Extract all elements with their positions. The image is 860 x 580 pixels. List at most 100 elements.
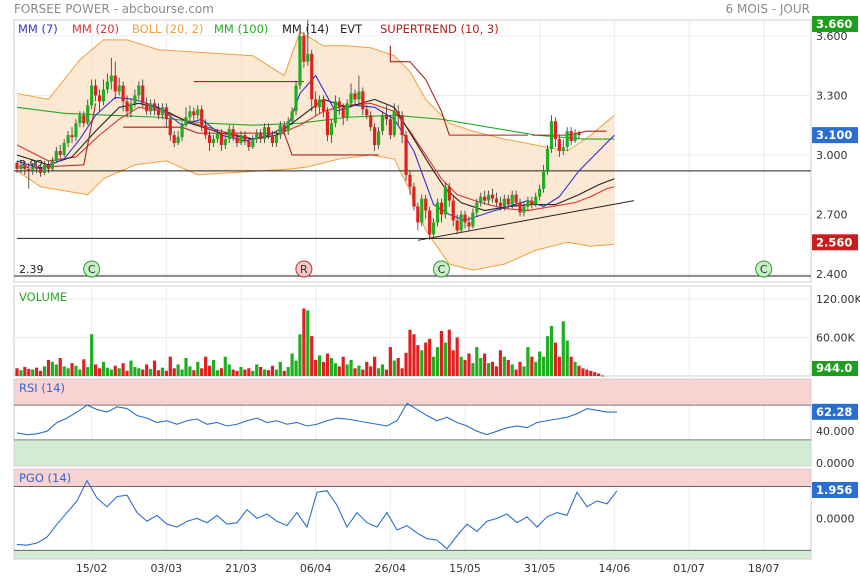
- candle-body: [255, 133, 259, 140]
- volume-bar: [176, 364, 180, 376]
- volume-bar: [86, 367, 90, 376]
- candle-body: [176, 137, 180, 144]
- candle-body: [239, 135, 243, 144]
- event-marker-label: C: [438, 263, 446, 276]
- volume-tick-label: 120.00K: [816, 293, 860, 306]
- candle-body: [149, 103, 153, 112]
- event-marker: [432, 260, 450, 278]
- x-tick-label: 21/03: [225, 562, 257, 575]
- volume-bar: [255, 364, 259, 376]
- volume-bar: [506, 359, 510, 376]
- volume-bar: [219, 368, 223, 376]
- candle-body: [121, 85, 125, 102]
- volume-bar: [593, 372, 597, 376]
- volume-bar: [90, 334, 94, 376]
- candle-body: [125, 101, 129, 112]
- price-badge-label: 3.660: [816, 17, 852, 31]
- candle-body: [365, 109, 369, 116]
- volume-bar: [192, 370, 196, 376]
- volume-bar: [38, 370, 43, 376]
- volume-bar: [376, 368, 381, 376]
- candle-body: [23, 164, 27, 169]
- candle-body: [349, 93, 353, 104]
- volume-bar: [557, 356, 561, 376]
- candle-body: [380, 115, 385, 132]
- volume-bar: [459, 356, 463, 376]
- candle-body: [431, 222, 436, 235]
- candle-body: [74, 123, 78, 138]
- candle-body: [329, 123, 333, 136]
- volume-badge-label: 944.0: [816, 361, 852, 375]
- candle-body: [266, 127, 271, 136]
- candle-body: [420, 198, 424, 223]
- volume-bar: [494, 366, 499, 376]
- candle-body: [243, 135, 247, 142]
- volume-bar: [451, 350, 455, 376]
- x-tick-label: 18/07: [748, 562, 780, 575]
- volume-bar: [27, 368, 31, 376]
- x-tick-label: 15/02: [76, 562, 108, 575]
- volume-bar: [196, 361, 200, 376]
- candle-body: [204, 125, 208, 136]
- candle-body: [522, 206, 526, 213]
- volume-bar: [270, 365, 275, 376]
- candle-body: [353, 93, 357, 100]
- candle-body: [337, 101, 341, 108]
- volume-bar: [164, 370, 168, 376]
- period-label: 6 MOIS - JOUR: [725, 2, 810, 16]
- candle-body: [278, 125, 282, 136]
- candle-body: [302, 35, 306, 62]
- rsi-panel-label: RSI (14): [19, 381, 65, 395]
- volume-bar: [200, 368, 204, 376]
- volume-bar: [542, 356, 546, 376]
- volume-bar: [549, 325, 554, 376]
- legend-mm14: MM (14): [282, 22, 329, 36]
- volume-bar: [561, 321, 565, 376]
- event-marker: [295, 260, 313, 278]
- volume-bar: [101, 361, 106, 376]
- candle-body: [58, 151, 62, 155]
- candle-body: [196, 109, 200, 116]
- volume-bar: [365, 361, 369, 376]
- candle-body: [325, 111, 330, 136]
- candle-body: [117, 85, 121, 92]
- candle-body: [251, 139, 255, 148]
- volume-bar: [294, 360, 298, 376]
- candle-body: [396, 111, 400, 116]
- rsi-overbought-zone: [14, 379, 811, 406]
- volume-bar: [66, 368, 70, 376]
- trend-line: [417, 200, 635, 241]
- candle-body: [94, 85, 98, 96]
- volume-bar: [471, 363, 475, 376]
- price-tick-label: 3.600: [816, 30, 848, 43]
- candle-body: [494, 198, 499, 203]
- volume-bar: [262, 369, 267, 376]
- volume-bar: [435, 347, 440, 376]
- candle-body: [530, 200, 534, 205]
- volume-bar: [290, 353, 294, 376]
- candle-body: [549, 121, 554, 150]
- volume-bar: [443, 342, 447, 376]
- volume-bar: [420, 350, 424, 376]
- volume-bar: [447, 329, 451, 376]
- chart-title: FORSEE POWER - abcbourse.com: [14, 2, 214, 16]
- volume-bar: [490, 361, 495, 376]
- volume-bar: [302, 308, 306, 376]
- volume-bar: [152, 360, 157, 376]
- legend-evt: EVT: [340, 22, 363, 36]
- candle-body: [510, 194, 514, 205]
- legend-mm7: MM (7): [18, 22, 58, 36]
- candle-body: [577, 133, 581, 136]
- candle-body: [54, 151, 58, 161]
- legend: MM (7) MM (20) BOLL (20, 2) MM (100) MM …: [18, 22, 499, 36]
- volume-bar: [545, 336, 550, 376]
- volume-bar: [380, 364, 385, 376]
- volume-bar: [510, 364, 514, 376]
- candle-body: [459, 214, 463, 231]
- candle-body: [428, 210, 432, 235]
- volume-bar: [141, 369, 145, 376]
- volume-bar: [94, 364, 98, 376]
- candle-body: [306, 53, 310, 62]
- candle-body: [42, 164, 47, 173]
- legend-mm100: MM (100): [214, 22, 268, 36]
